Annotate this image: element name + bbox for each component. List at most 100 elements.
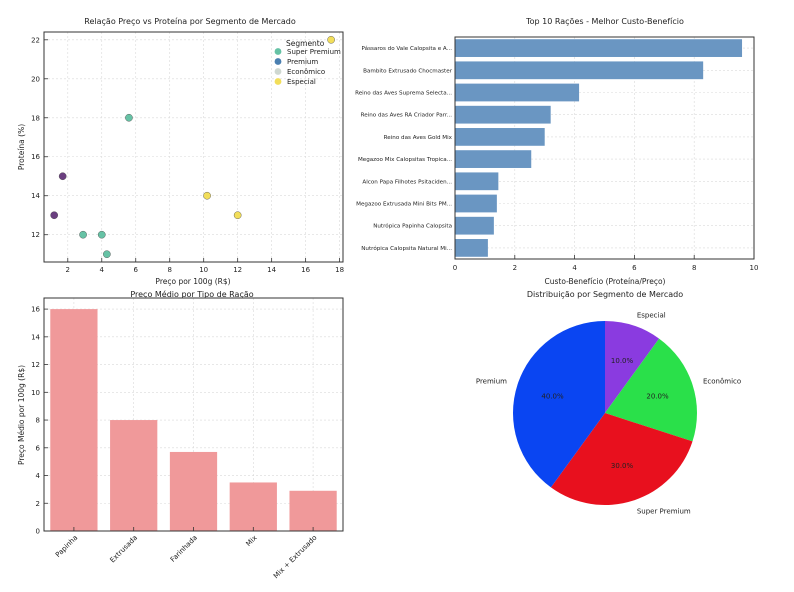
scatter-x-tick-label: 16 — [301, 266, 310, 274]
top10-x-tick-label: 8 — [692, 264, 696, 272]
top10-x-tick-label: 10 — [750, 264, 759, 272]
top10-category-label: Nutrópica Papinha Calopsita — [373, 223, 452, 230]
scatter-point — [97, 230, 106, 239]
price-type-title: Preço Médio por Tipo de Ração — [130, 289, 253, 299]
price-type-y-tick-label: 6 — [36, 444, 41, 452]
legend-label: Premium — [287, 58, 318, 66]
top10-xlabel: Custo-Benefício (Proteína/Preço) — [545, 277, 666, 286]
top10-x-tick-label: 0 — [453, 264, 457, 272]
legend-swatch — [274, 78, 282, 85]
price-type-category-label: Mix + Extrusado — [272, 534, 318, 580]
top10-category-label: Megazoo Mix Calopsitas Tropica... — [358, 157, 452, 163]
top10-plot-area — [454, 36, 755, 260]
top10-category-label: Bambito Extrusado Chocmaster — [363, 68, 453, 74]
price-type-y-tick-label: 2 — [36, 500, 40, 508]
legend-label: Econômico — [287, 68, 325, 76]
price-type-category-label: Extrusada — [108, 534, 139, 565]
segment-pie-chart: Distribuição por Segmento de Mercado 10.… — [476, 290, 741, 515]
pie-percent-label: 40.0% — [541, 392, 564, 400]
top10-category-label: Pássaros do Vale Calopsita e A... — [362, 45, 453, 52]
top10-category-label: Reino das Aves RA Criador Parr... — [361, 113, 453, 119]
scatter-point — [50, 211, 58, 220]
top10-title: Top 10 Rações - Melhor Custo-Benefício — [525, 17, 684, 26]
price-type-category-label: Farinhada — [169, 534, 199, 564]
scatter-y-tick-label: 12 — [31, 231, 40, 239]
scatter-y-tick-label: 18 — [31, 114, 40, 122]
legend-swatch — [274, 48, 282, 55]
top10-bar — [455, 83, 580, 102]
pie-slice-label: Especial — [637, 312, 666, 320]
scatter-x-tick-label: 10 — [199, 266, 208, 274]
scatter-x-tick-label: 12 — [233, 266, 242, 274]
pie-slice — [605, 321, 660, 413]
pie-slice-label: Econômico — [703, 378, 741, 386]
top10-x-tick-label: 2 — [513, 264, 517, 272]
top10-category-label: Nutrópica Calopsita Natural Mi... — [361, 245, 452, 252]
scatter-y-tick-label: 16 — [31, 153, 40, 161]
top10-chart: Top 10 Rações - Melhor Custo-Benefício 0… — [355, 17, 758, 286]
top10-bar — [455, 172, 499, 191]
price-type-category-label: Papinha — [54, 534, 79, 559]
pie-title: Distribuição por Segmento de Mercado — [527, 290, 683, 299]
price-type-chart: Preço Médio por Tipo de Ração 0 2 4 6 8 10 12 1… — [17, 289, 344, 580]
scatter-x-tick-label: 14 — [267, 266, 276, 274]
scatter-ylabel: Proteína (%) — [17, 124, 26, 170]
price-type-y-tick-label: 0 — [36, 528, 40, 536]
price-type-ylabel: Preço Médio por 100g (R$) — [17, 365, 26, 465]
top10-bar — [455, 194, 497, 213]
top10-x-tick-label: 4 — [572, 264, 577, 272]
scatter-x-tick-label: 4 — [100, 266, 105, 274]
top10-x-tick-label: 6 — [632, 264, 637, 272]
scatter-chart: Relação Preço vs Proteína por Segmento d… — [17, 17, 344, 286]
top10-category-label: Reino das Aves Gold Mix — [384, 135, 453, 141]
top10-category-label: Reino das Aves Suprema Selecta... — [355, 91, 452, 97]
pie-slice — [550, 413, 693, 505]
scatter-point — [79, 230, 87, 239]
scatter-x-tick-label: 18 — [335, 266, 344, 274]
top10-bar — [455, 39, 743, 57]
legend-swatch — [274, 58, 282, 65]
scatter-point — [233, 211, 242, 220]
scatter-y-tick-label: 14 — [31, 192, 40, 200]
top10-category-label: Alcon Papa Filhotes Psitaciden... — [362, 179, 452, 185]
pie-slice-label: Super Premium — [637, 507, 691, 515]
price-type-bar — [229, 482, 277, 531]
pie-slice — [605, 338, 697, 442]
price-type-y-tick-label: 8 — [36, 417, 40, 425]
price-type-y-tick-label: 10 — [31, 389, 40, 397]
scatter-xlabel: Preço por 100g (R$) — [155, 277, 230, 286]
price-type-y-tick-label: 16 — [31, 306, 40, 314]
legend-label: Especial — [287, 78, 316, 86]
top10-bar — [455, 128, 545, 146]
scatter-y-tick-label: 20 — [31, 75, 40, 83]
pie-percent-label: 20.0% — [646, 392, 669, 400]
scatter-x-tick-label: 8 — [167, 266, 171, 274]
scatter-y-tick-label: 22 — [31, 36, 40, 44]
scatter-plot-area — [43, 31, 344, 263]
scatter-point — [58, 172, 67, 181]
scatter-legend: Segmento Super Premium Premium Econômico Es… — [274, 39, 341, 86]
scatter-x-tick-label: 2 — [66, 266, 70, 274]
price-type-bar — [169, 451, 218, 531]
scatter-x-tick-label: 6 — [134, 266, 139, 274]
price-type-bar — [289, 490, 337, 531]
price-type-bar — [110, 420, 158, 531]
pie-percent-label: 10.0% — [611, 357, 634, 365]
price-type-bar — [50, 309, 98, 531]
pie-slice — [513, 321, 605, 488]
scatter-point — [125, 113, 133, 122]
top10-bar — [455, 105, 551, 124]
price-type-y-tick-label: 4 — [36, 472, 41, 480]
top10-bar — [455, 216, 494, 235]
legend-label: Super Premium — [287, 48, 341, 56]
top10-bar — [455, 61, 704, 80]
legend-swatch — [274, 68, 282, 75]
legend-title: Segmento — [286, 39, 325, 48]
scatter-point — [203, 191, 211, 200]
pie-slice-label: Premium — [476, 378, 507, 386]
scatter-point — [103, 250, 111, 259]
scatter-title: Relação Preço vs Proteína por Segmento d… — [84, 17, 296, 26]
top10-bar — [455, 239, 488, 257]
price-type-y-tick-label: 12 — [31, 361, 40, 369]
